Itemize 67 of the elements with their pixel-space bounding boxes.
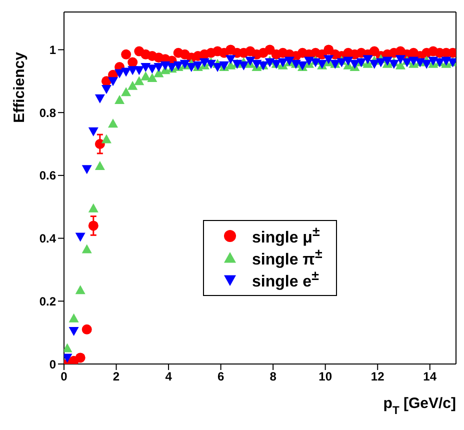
y-tick-label: 1 (49, 42, 56, 57)
point (350, 60, 360, 69)
point (68, 313, 79, 322)
point (422, 60, 432, 69)
point (362, 55, 373, 64)
point (310, 58, 321, 68)
point (88, 203, 98, 212)
y-tick-label: 0.6 (39, 168, 56, 183)
x-tick-label: 14 (423, 370, 437, 384)
y-tick-label: 0.2 (39, 294, 56, 308)
x-tick-label: 8 (270, 370, 277, 384)
point (114, 95, 125, 104)
point (264, 58, 275, 68)
point (252, 60, 262, 69)
point (369, 60, 380, 69)
point (376, 58, 386, 68)
point (134, 66, 144, 76)
point (108, 118, 118, 128)
point (101, 85, 112, 94)
x-tick-label: 2 (112, 370, 120, 384)
point (147, 64, 158, 74)
point (128, 57, 138, 68)
point (395, 55, 406, 64)
x-tick-label: 6 (217, 370, 224, 384)
x-tick-label: 10 (318, 370, 332, 384)
point (212, 63, 223, 72)
point (147, 73, 158, 82)
point (140, 63, 151, 72)
point (75, 352, 86, 363)
y-axis-title: Efficiency (11, 51, 28, 123)
point (82, 244, 92, 254)
legend-label: single e$^{±}$ (252, 268, 319, 292)
point (186, 63, 196, 72)
point (134, 76, 144, 86)
point (82, 165, 92, 174)
point (121, 87, 132, 96)
point (121, 49, 132, 60)
point (75, 285, 86, 294)
point (388, 60, 399, 69)
point (343, 56, 354, 66)
point (68, 327, 79, 336)
x-tick-label: 4 (165, 370, 172, 384)
point (94, 139, 105, 149)
point (238, 61, 249, 70)
point (140, 71, 151, 80)
point (82, 324, 92, 334)
legend-label: single μ$^{±}$ (252, 224, 320, 248)
point (108, 77, 118, 86)
y-tick-label: 0 (49, 357, 56, 372)
point (88, 127, 98, 136)
x-tick-label: 0 (60, 370, 68, 384)
legend-label: single π$^{±}$ (252, 246, 322, 270)
point (75, 232, 86, 242)
y-tick-label: 0.8 (39, 106, 56, 120)
point (121, 68, 132, 77)
point (88, 220, 98, 231)
point (94, 161, 105, 170)
point (94, 94, 105, 104)
point (226, 55, 236, 64)
point (101, 134, 112, 144)
point (128, 80, 138, 90)
y-tick-label: 0.4 (39, 232, 56, 246)
x-axis-title: p$_{T}$ [GeV/c] (383, 395, 456, 417)
point (154, 63, 164, 72)
x-tick-label: 12 (370, 370, 385, 384)
point (160, 61, 170, 70)
point (206, 60, 216, 69)
